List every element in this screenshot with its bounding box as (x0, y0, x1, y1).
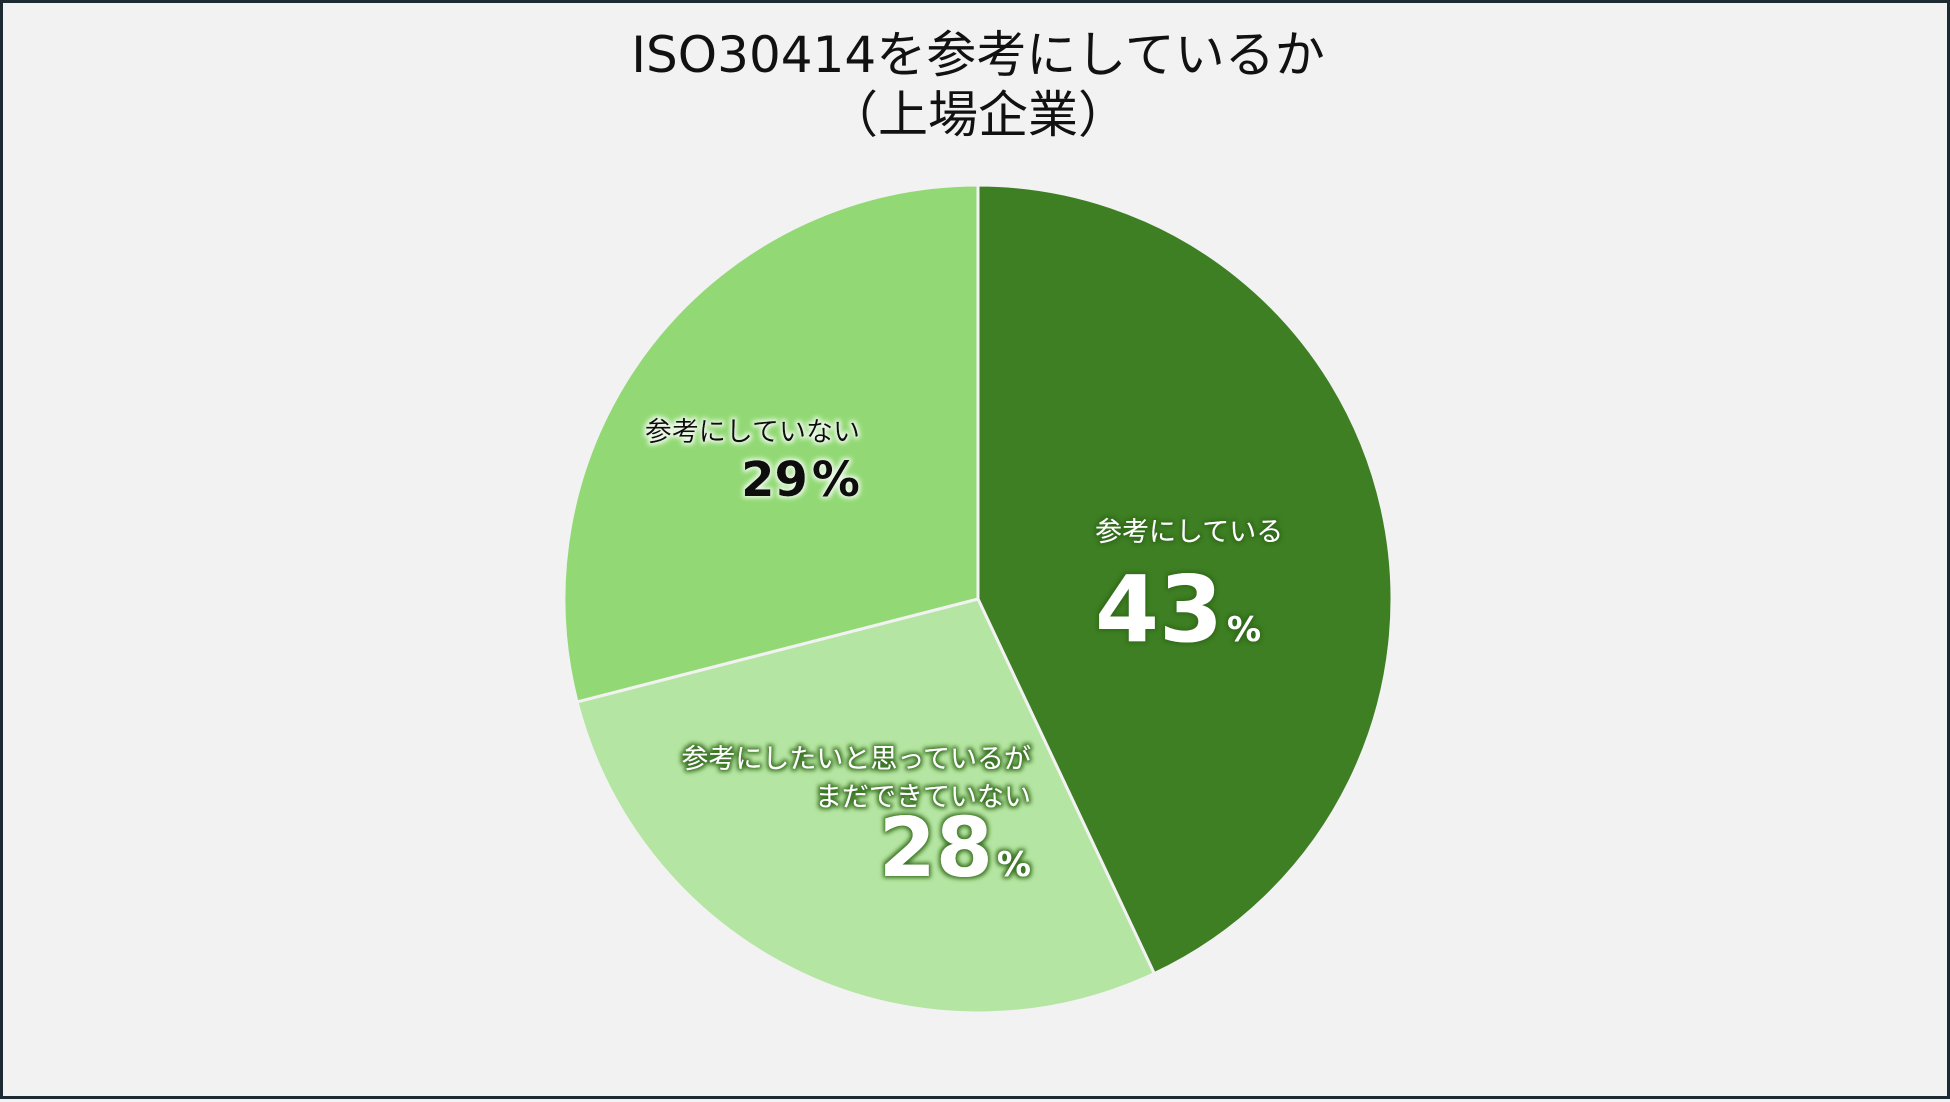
chart-title-block: ISO30414を参考にしているか （上場企業） (3, 25, 1950, 145)
slice-2-value: 28% (879, 801, 1031, 896)
chart-subtitle: （上場企業） (828, 86, 1128, 144)
slice-1-value: 43% (1095, 556, 1261, 663)
chart-title: ISO30414を参考にしているか (631, 26, 1325, 84)
slice-label-1: 参考にしている 43% (1095, 517, 1283, 663)
pie-slice-3 (562, 183, 980, 704)
pie-slice-1 (976, 183, 1394, 976)
slice-3-name-line-1: 参考にしていない (645, 417, 860, 448)
pie-slice-2 (575, 597, 1157, 1015)
slice-2-name-line-2: まだできていない (815, 782, 1031, 813)
slice-2-name-line-1: 参考にしたいと思っているが (681, 744, 1031, 775)
slice-3-value: 29% (741, 452, 860, 508)
slice-label-3: 参考にしていない 29% (645, 417, 860, 508)
slice-1-name-line-1: 参考にしている (1095, 517, 1283, 548)
